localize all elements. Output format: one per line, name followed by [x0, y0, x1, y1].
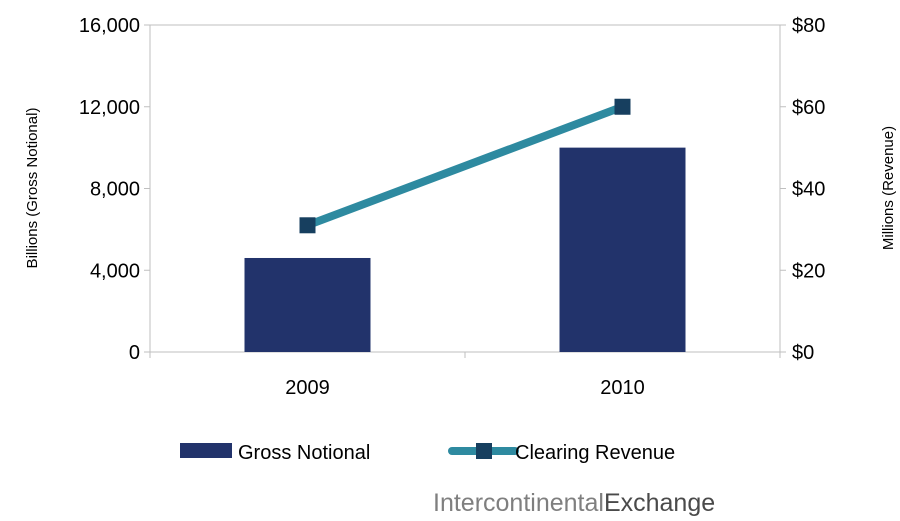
right-tick-label: $0 [792, 342, 814, 364]
right-tick-label: $80 [792, 15, 825, 37]
line-clearing-revenue [303, 102, 627, 230]
left-tick-label: 8,000 [90, 179, 140, 201]
legend-swatch-gross-notional [180, 443, 232, 458]
point-clearing-revenue [614, 98, 631, 115]
line-series [299, 98, 631, 234]
left-axis-title: Billions (Gross Notional) [24, 108, 41, 269]
legend: Gross Notional Clearing Revenue [180, 442, 675, 464]
intercontinental-exchange-logo: IntercontinentalExchange [433, 488, 715, 518]
x-tick-label: 2010 [600, 377, 645, 399]
left-tick-label: 12,000 [79, 97, 140, 119]
point-clearing-revenue [299, 217, 316, 234]
left-tick-label: 0 [129, 342, 140, 364]
bar-gross-notional [244, 257, 371, 352]
left-axis-ticks: 0 4,000 8,000 12,000 16,000 [79, 15, 150, 364]
left-tick-label: 4,000 [90, 260, 140, 282]
legend-marker-clearing-revenue [476, 443, 492, 459]
right-axis-title: Millions (Revenue) [880, 126, 897, 250]
right-tick-label: $60 [792, 97, 825, 119]
bar-gross-notional [559, 147, 686, 352]
bar-series [244, 147, 686, 352]
left-tick-label: 16,000 [79, 15, 140, 37]
legend-label-gross-notional: Gross Notional [238, 442, 370, 464]
x-axis-ticks: 2009 2010 [149, 352, 781, 399]
right-tick-label: $40 [792, 179, 825, 201]
logo-text-part2: Exchange [603, 489, 716, 517]
logo-text-part1: Intercontinental [433, 489, 604, 517]
right-axis-ticks: $0 $20 $40 $60 $80 [780, 15, 825, 364]
x-tick-label: 2009 [285, 377, 330, 399]
legend-label-clearing-revenue: Clearing Revenue [515, 442, 675, 464]
right-tick-label: $20 [792, 260, 825, 282]
